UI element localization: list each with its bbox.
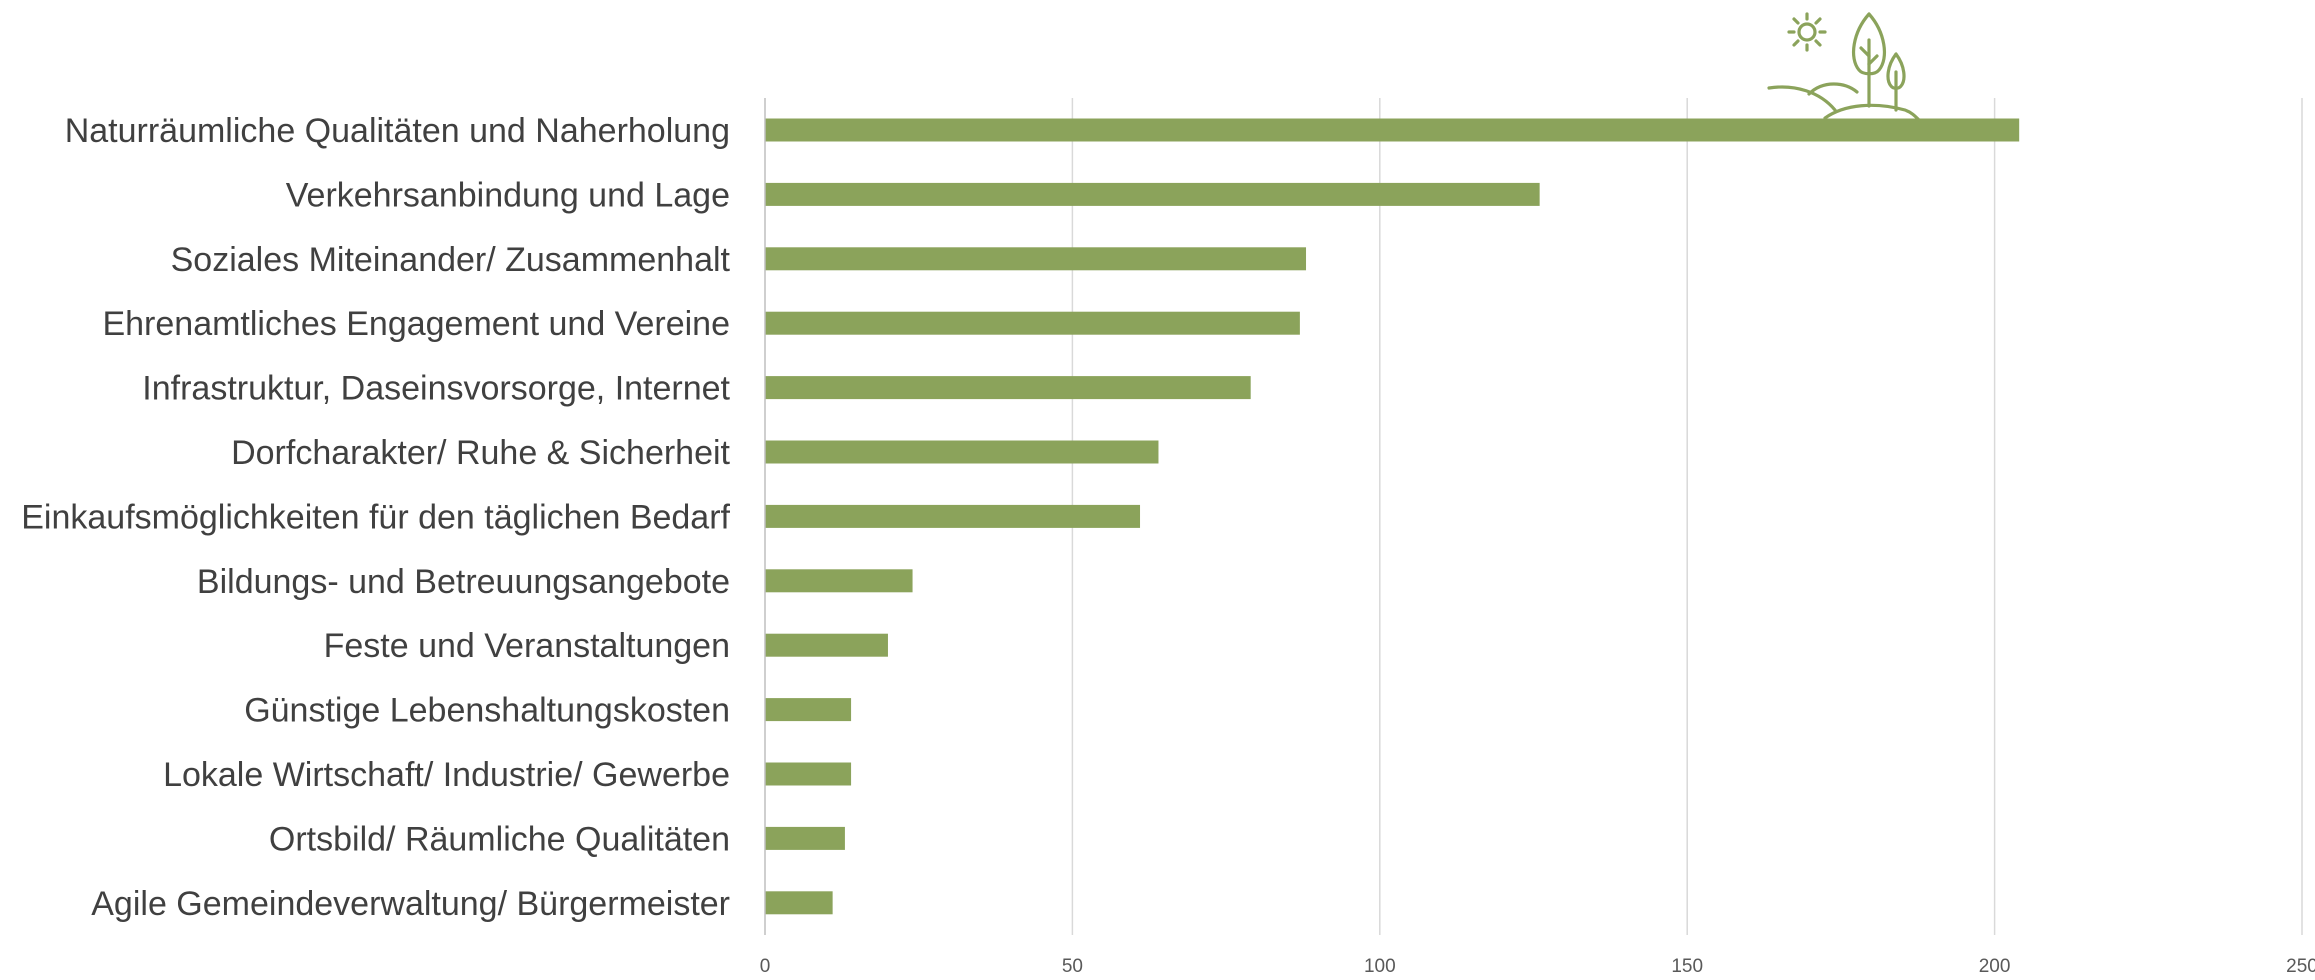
x-tick-label: 150 — [1671, 956, 1703, 977]
bar — [765, 182, 1540, 206]
category-label: Soziales Miteinander/ Zusammenhalt — [171, 241, 731, 279]
category-label: Infrastruktur, Daseinsvorsorge, Internet — [142, 370, 730, 408]
x-axis-ticks: 0 50 100 150 200 250 — [760, 956, 2315, 977]
category-label: Feste und Veranstaltungen — [324, 627, 730, 665]
bar — [765, 633, 888, 657]
category-label: Lokale Wirtschaft/ Industrie/ Gewerbe — [163, 756, 730, 794]
category-label: Naturräumliche Qualitäten und Naherholun… — [65, 112, 730, 150]
x-tick-label: 100 — [1364, 956, 1396, 977]
x-tick-label: 200 — [1979, 956, 2011, 977]
category-label: Günstige Lebenshaltungskosten — [244, 692, 730, 730]
bar — [765, 891, 833, 915]
bar — [765, 698, 852, 722]
bar — [765, 569, 913, 593]
category-label: Verkehrsanbindung und Lage — [286, 176, 730, 214]
category-labels: Naturräumliche Qualitäten und Naherholun… — [21, 112, 730, 923]
bar — [765, 826, 845, 850]
bar — [765, 762, 852, 786]
bar — [765, 504, 1141, 528]
sun-hills-trees-icon — [1767, 12, 1921, 122]
category-label: Ehrenamtliches Engagement und Vereine — [102, 305, 730, 343]
category-label: Einkaufsmöglichkeiten für den täglichen … — [21, 498, 730, 536]
x-tick-label: 250 — [2286, 956, 2315, 977]
gridlines — [1071, 98, 2303, 935]
category-label: Bildungs- und Betreuungsangebote — [197, 563, 730, 601]
bar — [765, 440, 1159, 464]
bar — [765, 118, 2020, 142]
x-tick-label: 50 — [1062, 956, 1083, 977]
x-tick-label: 0 — [760, 956, 771, 977]
bar — [765, 376, 1251, 400]
bars — [765, 118, 2020, 915]
bar — [765, 247, 1307, 271]
category-label: Agile Gemeindeverwaltung/ Bürgermeister — [91, 885, 730, 923]
category-label: Ortsbild/ Räumliche Qualitäten — [269, 820, 730, 858]
category-label: Dorfcharakter/ Ruhe & Sicherheit — [231, 434, 730, 472]
bar — [765, 311, 1300, 335]
